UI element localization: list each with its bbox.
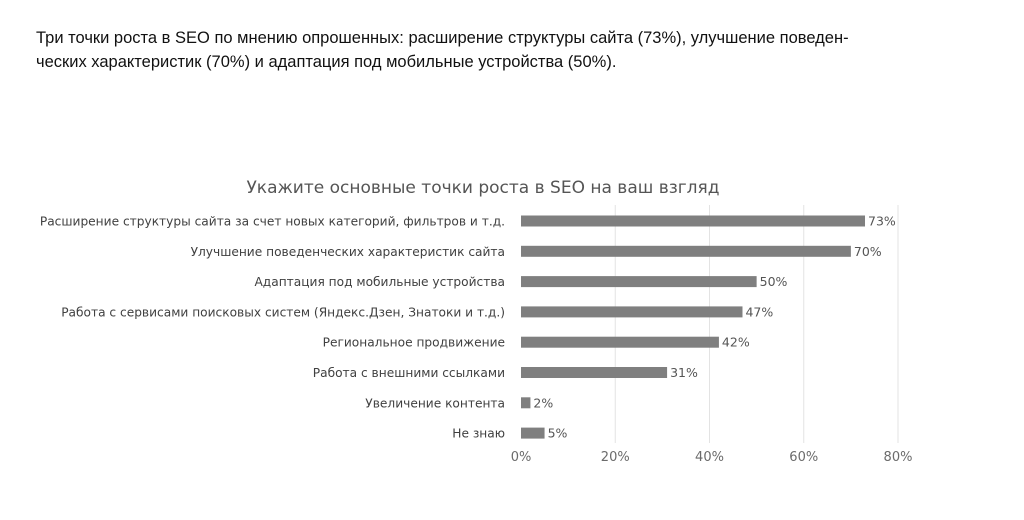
value-label: 47% [745, 304, 773, 319]
category-label: Региональное продвижение [323, 336, 505, 350]
category-label: Работа с сервисами поисковых систем (Янд… [61, 305, 505, 319]
chart-title: Укажите основные точки роста в SEO на ва… [246, 178, 719, 198]
bar [521, 397, 531, 409]
bar [521, 306, 743, 318]
x-tick-label: 80% [884, 450, 913, 465]
caption-line-2: ческих характеристик (70%) и адаптация п… [36, 53, 617, 71]
value-labels: 73% 70% 50% 47% 42% 31% 2% 5% [533, 214, 895, 441]
value-label: 73% [868, 214, 896, 229]
x-tick-label: 20% [601, 450, 630, 465]
bar [521, 215, 866, 227]
caption-line-1: Три точки роста в SEO по мнению опрошенн… [36, 29, 849, 47]
category-label: Увеличение контента [365, 396, 505, 410]
value-label: 31% [670, 365, 698, 380]
category-label: Работа с внешними ссылками [313, 366, 505, 380]
bar [521, 245, 851, 257]
category-label: Расширение структуры сайта за счет новых… [40, 215, 505, 229]
category-label: Не знаю [452, 427, 505, 441]
value-label: 5% [548, 426, 568, 441]
x-tick-label: 60% [789, 450, 818, 465]
bar [521, 276, 757, 288]
category-label: Адаптация под мобильные устройства [254, 275, 505, 289]
value-label: 50% [760, 274, 788, 289]
grid-layer [614, 205, 899, 443]
bar [521, 427, 545, 439]
figure-caption: Три точки роста в SEO по мнению опрошенн… [36, 26, 976, 74]
value-label: 2% [533, 395, 553, 410]
category-label: Улучшение поведенческих характеристик са… [191, 245, 505, 259]
bar-layer [521, 215, 866, 439]
x-tick-label: 0% [511, 450, 532, 465]
x-tick-label: 40% [695, 450, 724, 465]
bar [521, 336, 719, 348]
category-labels: Расширение структуры сайта за счет новых… [40, 215, 505, 441]
value-label: 42% [722, 335, 750, 350]
bar [521, 367, 668, 378]
value-label: 70% [854, 244, 882, 259]
x-axis-ticks: 0% 20% 40% 60% 80% [511, 450, 913, 465]
